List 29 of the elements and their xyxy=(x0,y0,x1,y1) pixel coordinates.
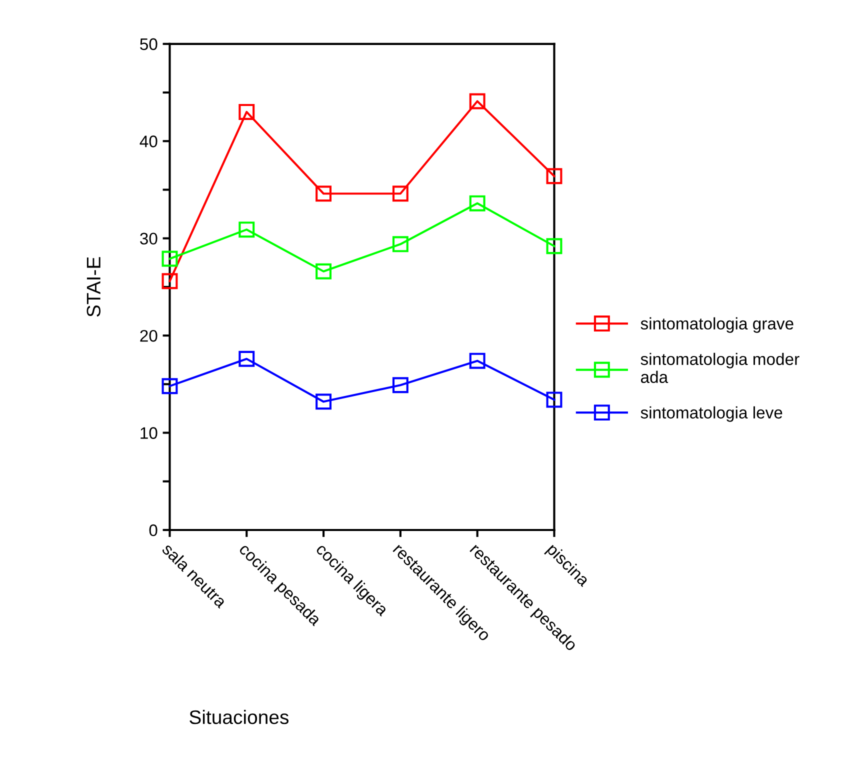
point xyxy=(162,273,178,290)
y-tick-label: 10 xyxy=(140,427,158,439)
point xyxy=(316,263,332,280)
point xyxy=(392,186,408,202)
point xyxy=(238,222,255,238)
point xyxy=(316,394,332,410)
point xyxy=(162,250,178,267)
y-tick-label: 50 xyxy=(140,38,158,50)
y-tick-label: 30 xyxy=(140,232,158,245)
point xyxy=(162,378,178,394)
point xyxy=(469,93,486,110)
legend-label: sintomatologia moder ada xyxy=(640,352,800,384)
y-tick-label: 0 xyxy=(149,524,158,536)
point xyxy=(392,236,408,252)
point xyxy=(546,168,562,184)
point xyxy=(316,186,332,202)
point xyxy=(238,350,255,367)
point xyxy=(469,352,486,369)
point xyxy=(238,104,255,120)
y-tick-label: 20 xyxy=(140,330,158,342)
point xyxy=(546,238,562,254)
point xyxy=(392,377,408,394)
legend-label: sintomatologia leve xyxy=(640,406,782,422)
legend-label: sintomatologia grave xyxy=(640,317,794,333)
point xyxy=(469,195,486,212)
x-axis-title: Situaciones xyxy=(190,710,289,724)
point xyxy=(546,392,562,408)
y-tick-label: 40 xyxy=(140,136,158,148)
y-axis-title: STAI-E xyxy=(86,257,101,317)
